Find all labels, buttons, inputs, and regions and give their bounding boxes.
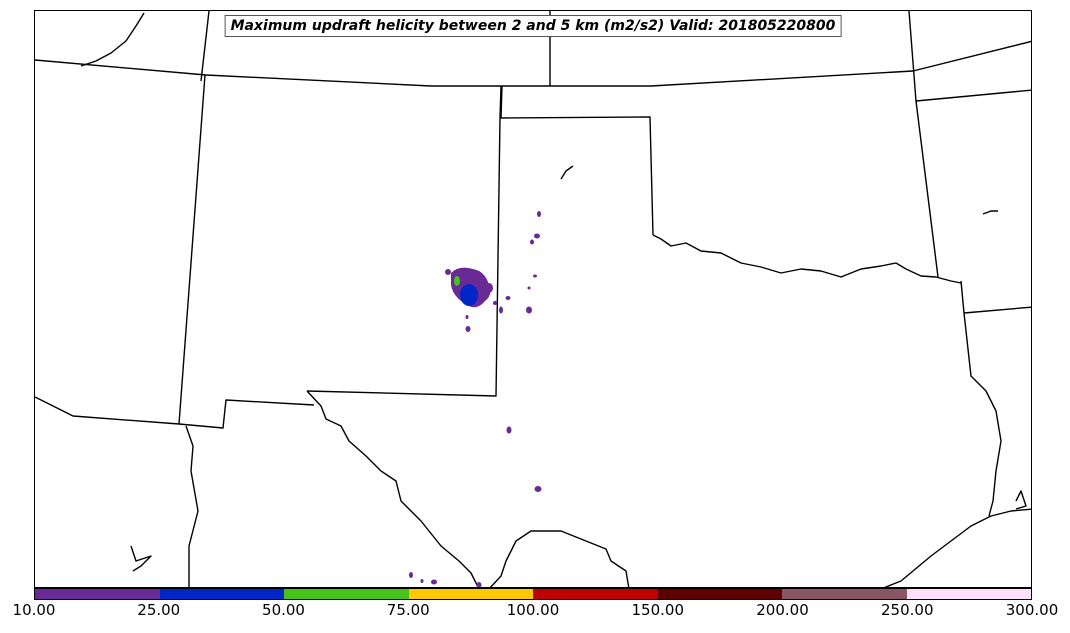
helicity-cell-17 bbox=[420, 579, 424, 583]
colorbar-segment-2 bbox=[159, 589, 284, 599]
colorbar-tick-label: 25.00 bbox=[137, 601, 181, 619]
coast-hook bbox=[130, 545, 152, 572]
colorbar-tick-label: 300.00 bbox=[1005, 601, 1059, 619]
rio-grande bbox=[306, 390, 479, 587]
state-border-nm-west bbox=[178, 74, 206, 425]
helicity-cell-1 bbox=[485, 283, 493, 293]
helicity-cell-6 bbox=[533, 274, 537, 278]
lake-ok bbox=[560, 165, 574, 180]
coast-nw bbox=[80, 12, 145, 67]
colorbar-tick-label: 250.00 bbox=[881, 601, 934, 619]
state-border-az bbox=[35, 396, 315, 429]
helicity-cell-15 bbox=[409, 572, 413, 578]
state-border-co-ks bbox=[500, 85, 503, 119]
helicity-cell-11 bbox=[465, 326, 471, 332]
gulf-coast bbox=[489, 530, 630, 587]
state-border-co-ne bbox=[200, 11, 210, 82]
helicity-cell-16 bbox=[431, 579, 437, 585]
colorbar-segment-8 bbox=[906, 589, 1031, 599]
state-border-mexico-west bbox=[185, 425, 199, 587]
state-border-ar-la bbox=[960, 280, 1031, 314]
helicity-cell-10 bbox=[493, 301, 497, 305]
state-border-north bbox=[35, 40, 1031, 87]
map-canvas bbox=[35, 11, 1031, 587]
colorbar-segment-6 bbox=[657, 589, 782, 599]
colorbar-segment-7 bbox=[782, 589, 907, 599]
state-border-sabine bbox=[963, 312, 1002, 517]
state-border-ok-ar bbox=[915, 100, 939, 278]
map-frame: Maximum updraft helicity between 2 and 5… bbox=[34, 10, 1032, 588]
helicity-contour-peak bbox=[454, 276, 460, 286]
helicity-cell-12 bbox=[465, 315, 469, 319]
helicity-contour-core bbox=[460, 284, 478, 306]
colorbar-segment-1 bbox=[35, 589, 160, 599]
gulf-coast-east bbox=[884, 508, 1031, 587]
colorbar-tick-label: 150.00 bbox=[631, 601, 685, 619]
state-border-nm-tx bbox=[306, 85, 502, 397]
helicity-cell-4 bbox=[534, 233, 540, 239]
state-border-ok-north bbox=[499, 116, 654, 236]
colorbar-tick-label: 50.00 bbox=[262, 601, 305, 619]
helicity-contours bbox=[409, 211, 542, 587]
helicity-cell-14 bbox=[534, 486, 542, 492]
helicity-cell-13 bbox=[506, 426, 512, 434]
helicity-cell-9 bbox=[499, 306, 503, 314]
map-title: Maximum updraft helicity between 2 and 5… bbox=[224, 15, 842, 37]
colorbar-tick-label: 10.00 bbox=[12, 601, 56, 619]
helicity-cell-8 bbox=[505, 296, 511, 300]
state-border-red-river bbox=[652, 234, 962, 284]
colorbar-tick-label: 75.00 bbox=[386, 601, 430, 619]
helicity-cell-2 bbox=[445, 269, 451, 275]
helicity-cell-18 bbox=[476, 582, 482, 587]
colorbar-segment-5 bbox=[533, 589, 658, 599]
colorbar bbox=[34, 588, 1032, 600]
lake-ar bbox=[982, 210, 998, 215]
colorbar-tick-label: 200.00 bbox=[756, 601, 809, 619]
helicity-cell-3 bbox=[537, 211, 541, 217]
colorbar-segment-4 bbox=[408, 589, 533, 599]
helicity-cell-7 bbox=[526, 306, 532, 314]
colorbar-segment-3 bbox=[284, 589, 409, 599]
colorbar-tick-label: 100.00 bbox=[506, 601, 560, 619]
coast-bay bbox=[1015, 490, 1027, 510]
helicity-cell-19 bbox=[527, 286, 531, 290]
helicity-cell-5 bbox=[530, 239, 534, 245]
